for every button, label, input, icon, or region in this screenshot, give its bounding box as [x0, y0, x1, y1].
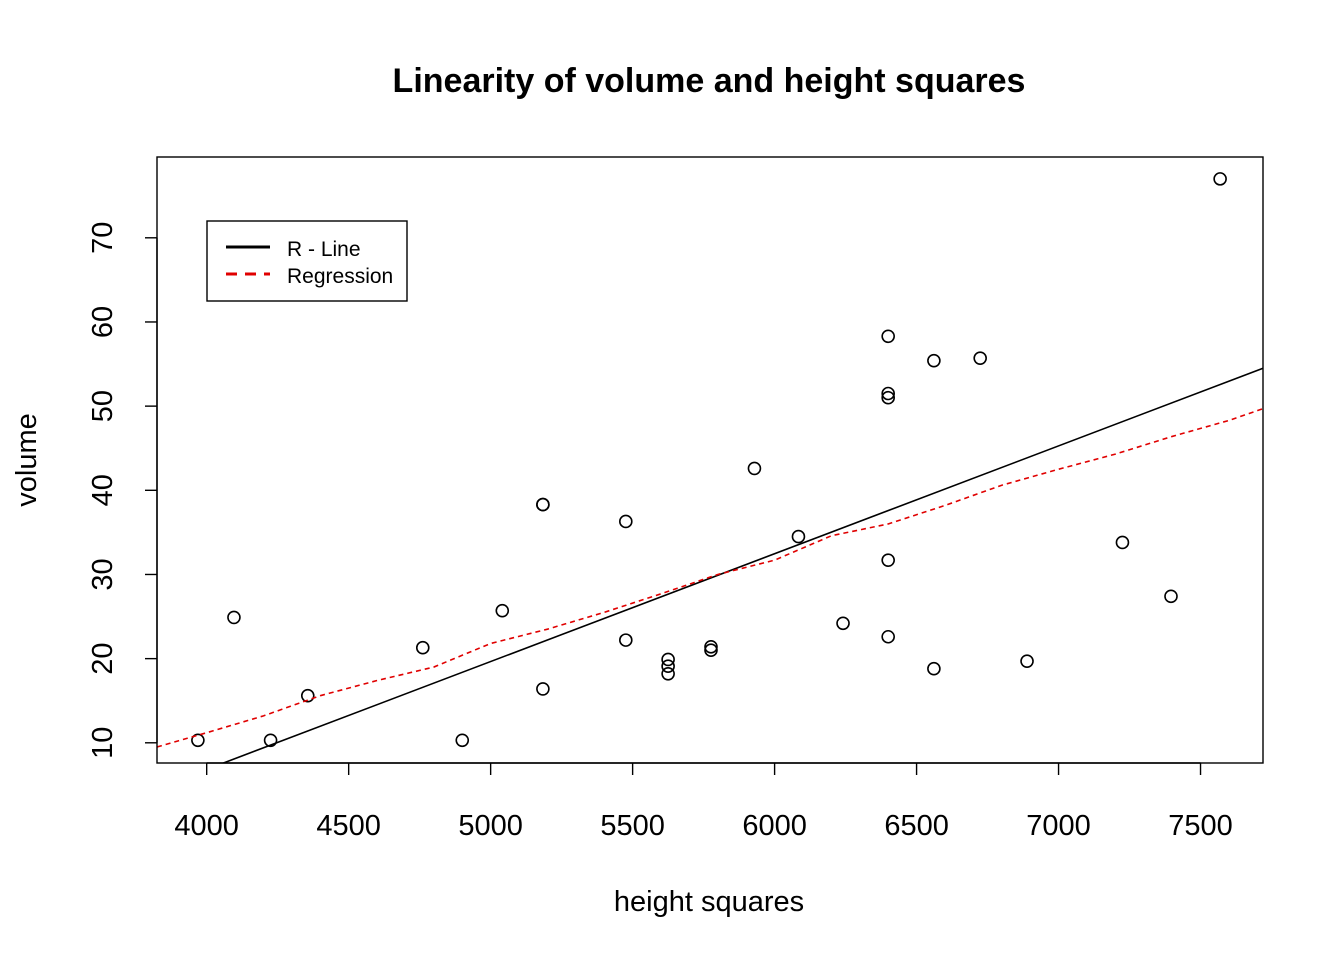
data-point — [415, 640, 430, 655]
x-tick-label: 6500 — [884, 810, 949, 842]
y-axis: 10 20 30 40 50 60 70 — [87, 222, 158, 759]
data-point — [300, 688, 315, 703]
data-point — [881, 329, 895, 344]
regression-line — [157, 407, 1263, 748]
data-point — [191, 733, 205, 748]
data-point — [881, 629, 895, 644]
y-tick-label: 50 — [87, 390, 119, 422]
data-point — [791, 529, 806, 544]
data-point — [1164, 589, 1178, 604]
data-point — [495, 603, 510, 618]
data-point — [536, 682, 550, 696]
data-point — [263, 733, 278, 748]
y-tick-label: 20 — [87, 643, 119, 675]
x-tick-label: 4500 — [316, 810, 381, 842]
data-point — [619, 514, 633, 529]
y-tick-label: 30 — [87, 558, 119, 590]
data-point — [661, 652, 675, 667]
data-point — [227, 610, 241, 625]
x-tick-label: 5500 — [600, 810, 665, 842]
data-point — [619, 633, 633, 647]
plot-area — [157, 172, 1263, 763]
y-tick-label: 40 — [87, 474, 119, 506]
data-point — [536, 497, 550, 512]
x-tick-label: 6000 — [742, 810, 807, 842]
data-point — [1213, 172, 1227, 186]
x-tick-label: 7000 — [1026, 810, 1091, 842]
legend-box — [206, 220, 408, 302]
data-point — [704, 643, 718, 658]
data-point — [661, 666, 675, 681]
data-point — [1020, 654, 1034, 668]
chart-title: Linearity of volume and height squares — [393, 62, 1026, 100]
data-point — [881, 386, 895, 401]
x-tick-label: 7500 — [1168, 810, 1233, 842]
y-tick-label: 60 — [87, 306, 119, 338]
y-tick-label: 70 — [87, 222, 119, 254]
data-point — [836, 616, 850, 631]
y-tick-label: 10 — [87, 727, 119, 759]
y-axis-label: volume — [11, 413, 43, 507]
x-axis-label: height squares — [614, 886, 804, 918]
x-axis: 4000 4500 5000 5500 6000 6500 7000 7500 — [174, 762, 1233, 842]
data-point — [455, 733, 470, 748]
r-line — [221, 367, 1263, 763]
data-point — [927, 661, 941, 676]
data-point — [1115, 535, 1130, 550]
data-point — [927, 353, 941, 368]
x-tick-label: 4000 — [174, 810, 239, 842]
x-tick-label: 5000 — [458, 810, 523, 842]
data-point — [747, 461, 762, 476]
legend-label-r-line: R - Line — [287, 238, 361, 261]
legend-label-regression: Regression — [287, 265, 393, 288]
data-point — [881, 390, 895, 405]
data-point — [704, 640, 718, 654]
data-point — [881, 553, 895, 567]
data-point — [661, 659, 675, 674]
legend: R - Line Regression — [206, 220, 408, 302]
data-point — [973, 351, 987, 365]
